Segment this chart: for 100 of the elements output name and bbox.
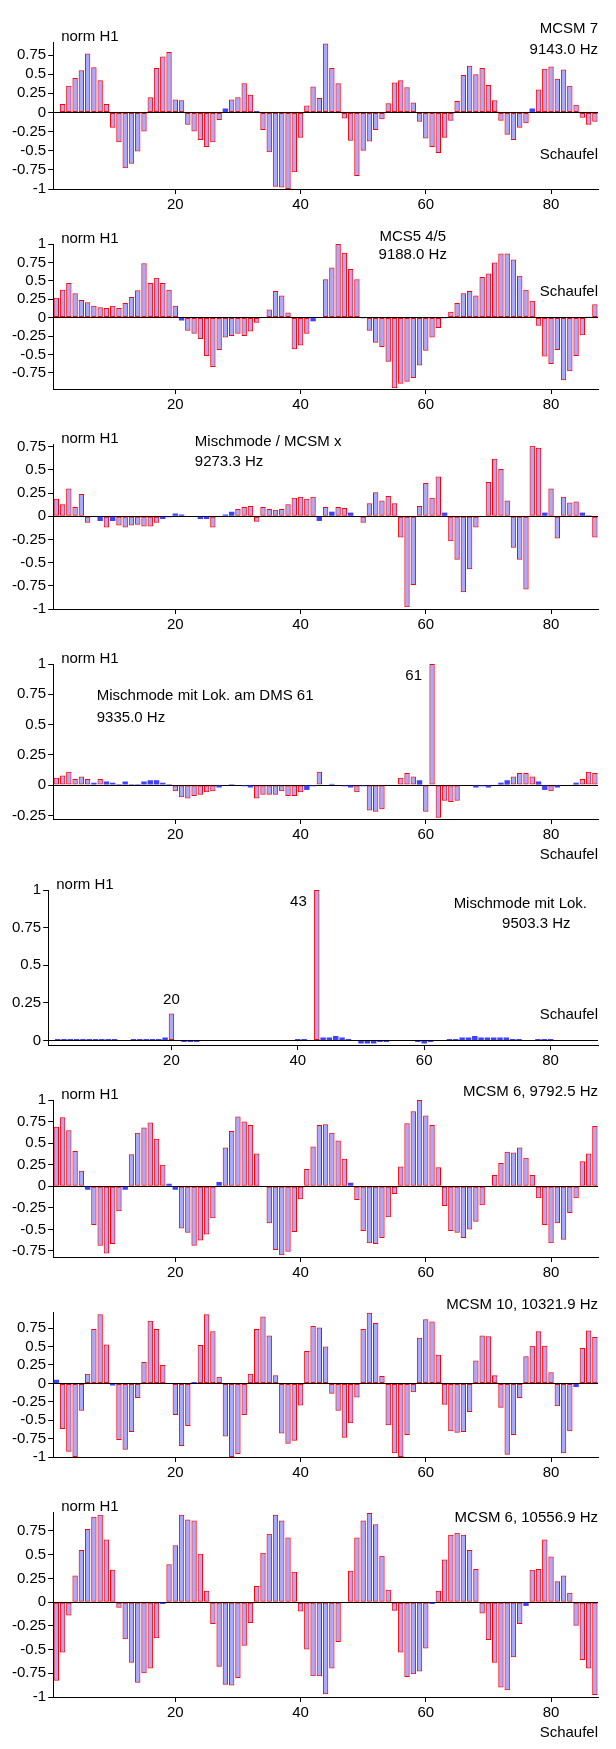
x-axis-title: Schaufel: [539, 282, 598, 300]
x-tick-label: 80: [542, 615, 560, 633]
y-tick-label: 0: [37, 102, 47, 120]
x-tick-label: 80: [542, 1051, 559, 1069]
y-tick-label: 1: [32, 880, 42, 898]
y-tick-label: -1: [32, 1447, 47, 1465]
chart-subtitle: 9143.0 Hz: [529, 39, 598, 57]
bar: [310, 318, 316, 322]
x-axis-title: Schaufel: [539, 1722, 598, 1740]
x-tick-label: 20: [166, 395, 184, 413]
annotation: 61: [405, 665, 423, 683]
annotation: 20: [163, 990, 180, 1008]
x-tick-label: 40: [289, 1051, 307, 1069]
x-tick-label: 60: [417, 1463, 435, 1481]
y-tick-label: 0.5: [25, 1336, 47, 1354]
bar: [523, 1602, 529, 1606]
x-tick-label: 60: [417, 195, 435, 213]
x-tick-label: 60: [417, 1703, 435, 1721]
x-tick-label: 40: [292, 1463, 309, 1481]
y-tick-label: -0.75: [11, 575, 47, 593]
bar: [172, 1186, 178, 1190]
y-tick-label: 0.5: [25, 270, 47, 288]
y-tick-label: 0.75: [11, 917, 42, 935]
x-tick-label: 20: [166, 195, 184, 213]
x-tick-label: 80: [542, 395, 560, 413]
chart-title: Mischmode mit Lok.: [453, 893, 587, 911]
y-tick-label: -0.75: [11, 160, 47, 177]
text: 9503.3 Hz: [502, 913, 571, 931]
y-tick-label: 0.5: [25, 1544, 47, 1562]
y-tick-label: -1: [32, 599, 47, 617]
y-tick-label: -0.25: [11, 1615, 47, 1633]
x-tick-label: 20: [166, 1263, 184, 1281]
text: 9273.3 Hz: [194, 451, 264, 469]
x-axis-title: Schaufel: [539, 844, 598, 862]
y-tick-label: 0.75: [16, 684, 47, 702]
chart-title: MCSM 7: [539, 19, 598, 37]
x-tick-label: 40: [292, 615, 309, 633]
bar: [573, 1383, 579, 1388]
x-tick-label: 80: [542, 825, 560, 843]
y-tick-label: 0: [37, 775, 47, 793]
x-tick-label: 60: [417, 615, 435, 633]
y-tick-label: 0.75: [16, 1521, 47, 1539]
x-tick-label: 60: [417, 825, 435, 843]
y-tick-label: 0: [37, 1592, 47, 1610]
bar: [416, 780, 423, 785]
y-tick-label: 0: [37, 307, 47, 325]
y-tick-label: 0.25: [16, 83, 47, 101]
x-tick-label: 20: [166, 1463, 184, 1481]
y-tick-label: -0.75: [11, 362, 47, 380]
y-tick-label: -0.25: [11, 529, 47, 547]
x-tick-label: 60: [417, 395, 435, 413]
x-axis-title: Schaufel: [539, 145, 598, 163]
bar: [122, 1186, 128, 1190]
y-tick-label: 0.25: [16, 1568, 47, 1586]
x-tick-label: 40: [292, 1703, 309, 1721]
chart-title: MCSM 10, 10321.9 Hz: [446, 1295, 598, 1313]
x-tick-label: 60: [417, 1263, 435, 1281]
bar: [304, 785, 310, 790]
text: 9335.0 Hz: [96, 708, 166, 726]
y-tick-label: 0.25: [16, 289, 47, 307]
y-tick-label: -0.25: [11, 805, 47, 823]
y-tick-label: -0.75: [11, 1663, 47, 1681]
bar: [109, 516, 116, 521]
y-tick-label: 0.25: [16, 744, 47, 762]
y-axis-title: norm H1: [61, 648, 119, 666]
y-tick-label: 0.75: [16, 45, 47, 63]
y-axis-title: norm H1: [61, 428, 119, 446]
x-tick-label: 20: [166, 825, 184, 843]
y-tick-label: -0.25: [11, 1197, 47, 1215]
y-tick-label: 0: [37, 1373, 47, 1391]
y-tick-label: 0.25: [11, 993, 42, 1010]
chart-title: MCSM 6, 10556.9 Hz: [454, 1507, 598, 1525]
x-tick-label: 20: [166, 1703, 184, 1721]
bar: [216, 1181, 222, 1186]
y-tick-label: 0: [32, 1030, 42, 1048]
text: Mischmode mit Lok. am DMS 61: [96, 686, 314, 704]
y-tick-label: 0.5: [25, 1133, 47, 1151]
bar: [166, 1183, 172, 1186]
y-tick-label: -0.5: [20, 1219, 47, 1237]
chart-subtitle: 9188.0 Hz: [378, 244, 447, 262]
bar: [97, 516, 103, 521]
x-tick-label: 20: [163, 1051, 180, 1069]
y-axis-title: norm H1: [61, 26, 119, 44]
y-tick-label: -0.75: [11, 1428, 47, 1446]
y-tick-label: 0: [37, 1176, 47, 1194]
x-tick-label: 40: [292, 825, 309, 843]
bar: [178, 318, 185, 321]
y-axis-title: norm H1: [61, 1496, 119, 1514]
y-tick-label: 0.25: [16, 1355, 47, 1373]
bar: [84, 1186, 91, 1190]
y-tick-label: 1: [37, 654, 47, 672]
y-tick-label: -0.25: [11, 121, 47, 139]
y-axis-title: norm H1: [56, 874, 114, 892]
bar: [316, 516, 323, 521]
y-axis-title: norm H1: [61, 228, 119, 246]
y-tick-label: -1: [32, 1687, 47, 1705]
chart-title: MCS5 4/5: [379, 227, 447, 245]
bar: [535, 781, 542, 785]
y-tick-label: 1: [37, 234, 47, 252]
y-tick-label: 0.75: [16, 252, 47, 270]
